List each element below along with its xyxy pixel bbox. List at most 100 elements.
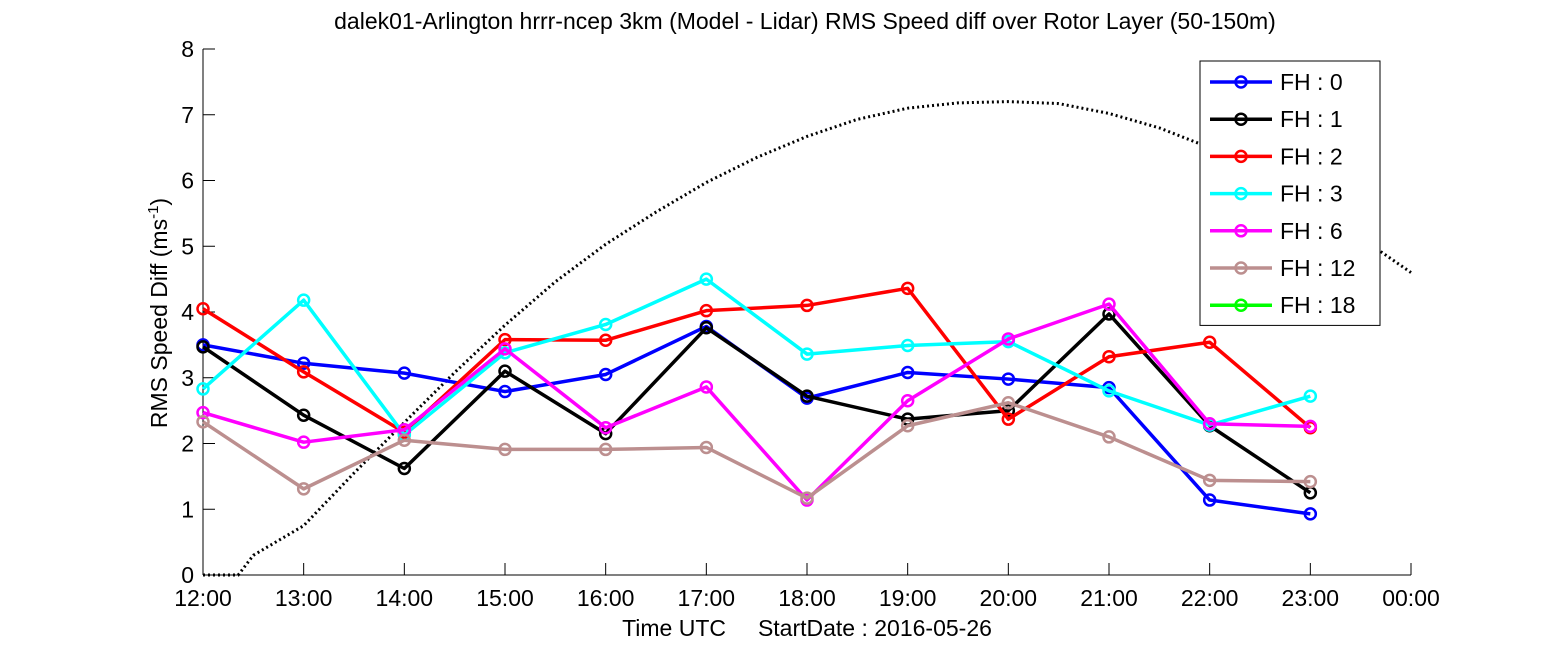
legend-label: FH : 6 (1280, 218, 1343, 244)
x-tick-label: 23:00 (1282, 585, 1340, 611)
x-tick-label: 19:00 (879, 585, 937, 611)
legend-swatch-marker (1234, 112, 1248, 126)
data-point (1303, 507, 1318, 521)
series-line (202, 286, 1312, 435)
data-point (1202, 493, 1217, 507)
data-point (598, 420, 613, 435)
series-group (196, 307, 1318, 500)
data-point (1102, 384, 1116, 398)
series-group (196, 395, 1318, 505)
data-point (1102, 430, 1116, 444)
data-point (296, 365, 311, 379)
data-point (296, 293, 311, 307)
data-point (699, 380, 714, 394)
data-point (196, 340, 210, 354)
data-point (296, 435, 311, 449)
y-axis-label-sup: -1 (145, 206, 162, 219)
data-point (296, 482, 311, 496)
legend-swatch-marker (1234, 75, 1248, 89)
legend: FH : 0 FH : 1 FH : 2 FH : 3 FH : 6 FH : 12 FH … (1199, 60, 1381, 326)
data-point (699, 440, 714, 455)
x-tick-label: 22:00 (1181, 585, 1239, 611)
x-tick-label: 12:00 (174, 585, 232, 611)
series-group (196, 281, 1318, 440)
legend-item: FH : 6 (1210, 218, 1343, 244)
y-axis-label: RMS Speed Diff (ms-1) (145, 198, 172, 428)
data-point (397, 366, 412, 380)
legend-swatch-marker (1234, 298, 1248, 312)
legend-swatch-marker (1234, 149, 1248, 164)
data-point (1001, 372, 1016, 386)
x-tick-label: 16:00 (577, 585, 635, 611)
data-point (598, 317, 613, 332)
data-point (498, 442, 512, 457)
series-group (196, 272, 1318, 442)
y-axis-label-main: RMS Speed Diff (ms (146, 219, 172, 428)
y-tick-label: 6 (181, 168, 194, 194)
data-point (900, 418, 915, 433)
chart-title: dalek01-Arlington hrrr-ncep 3km (Model -… (334, 8, 1276, 34)
y-tick-label: 2 (181, 431, 194, 457)
series-group (196, 297, 1318, 507)
data-point (1202, 335, 1217, 349)
data-point (800, 298, 814, 313)
legend-swatch-marker (1234, 224, 1248, 238)
data-point (1102, 349, 1116, 364)
x-tick-label: 00:00 (1382, 585, 1440, 611)
y-tick-label: 8 (181, 36, 194, 62)
data-point (900, 365, 915, 380)
data-point (1001, 395, 1016, 410)
x-tick-label: 14:00 (376, 585, 434, 611)
data-point (1202, 473, 1217, 488)
legend-label: FH : 12 (1280, 255, 1355, 281)
legend-item: FH : 0 (1210, 69, 1343, 95)
x-tick-label: 15:00 (476, 585, 534, 611)
legend-item: FH : 18 (1210, 292, 1355, 318)
legend-label: FH : 2 (1280, 143, 1343, 169)
data-point (397, 433, 412, 447)
x-tick-label: 21:00 (1080, 585, 1138, 611)
data-point (498, 342, 512, 356)
y-tick-label: 3 (181, 365, 194, 391)
series-line (202, 312, 1312, 495)
data-point (1001, 332, 1016, 346)
legend-item: FH : 1 (1210, 106, 1343, 132)
x-tick-label: 20:00 (980, 585, 1038, 611)
data-point (1303, 419, 1318, 434)
legend-swatch-marker (1234, 186, 1248, 201)
data-point (900, 338, 915, 353)
data-point (1303, 474, 1318, 489)
data-point (900, 394, 915, 408)
data-point (1102, 297, 1116, 311)
y-tick-label: 4 (181, 299, 194, 325)
series-layer (196, 272, 1318, 521)
data-point (699, 272, 714, 286)
y-tick-label: 0 (181, 562, 194, 588)
legend-label: FH : 1 (1280, 106, 1343, 132)
x-tick-label: 18:00 (778, 585, 836, 611)
data-point (900, 281, 915, 296)
series-line (202, 400, 1311, 500)
data-point (296, 356, 311, 371)
y-tick-label: 7 (181, 102, 194, 128)
legend-label: FH : 18 (1280, 292, 1355, 318)
legend-item: FH : 2 (1210, 143, 1343, 169)
data-point (800, 491, 814, 505)
data-point (498, 384, 512, 399)
data-point (196, 415, 210, 429)
x-tick-label: 17:00 (678, 585, 736, 611)
data-point (800, 389, 814, 403)
data-point (699, 303, 714, 318)
data-point (196, 382, 210, 396)
data-point (196, 301, 210, 316)
data-point (598, 367, 613, 382)
legend-item: FH : 12 (1210, 255, 1355, 281)
axes: 0 1 2 3 4 5 6 7 8 12:00 13:00 14:00 15:00 16:00 17:00 1… (174, 36, 1440, 611)
data-point (296, 408, 311, 422)
data-point (800, 347, 814, 361)
x-tick-label: 13:00 (275, 585, 333, 611)
legend-item: FH : 3 (1210, 181, 1343, 207)
data-point (498, 332, 512, 347)
